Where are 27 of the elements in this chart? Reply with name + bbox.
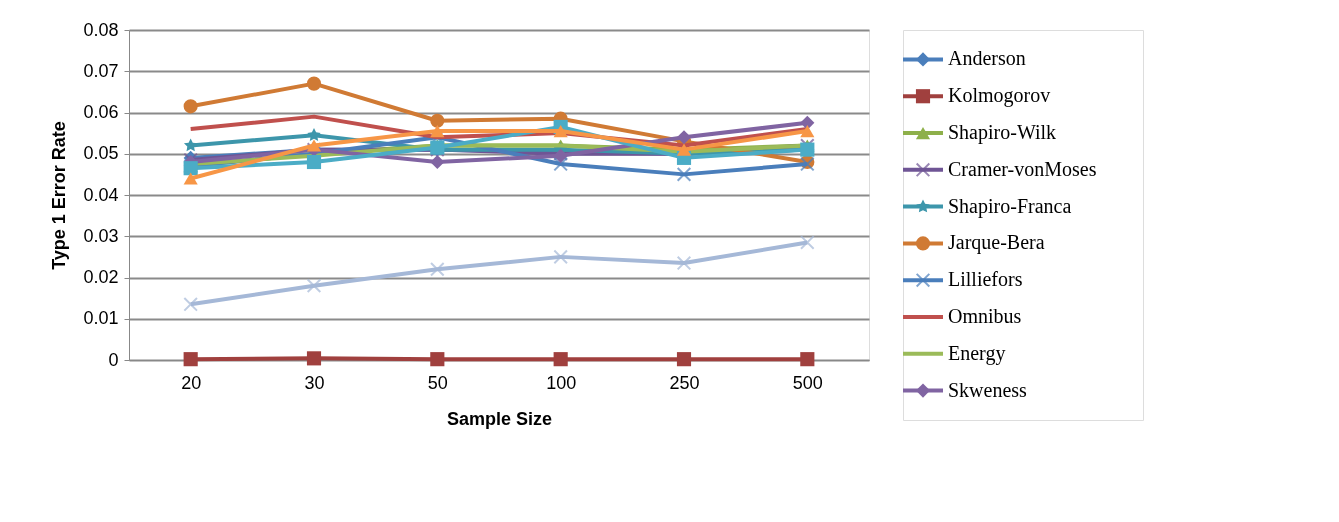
y-tick-label: 0.03 bbox=[83, 225, 119, 246]
x-tick-label: 50 bbox=[427, 372, 448, 393]
legend-label: Shapiro-Franca bbox=[948, 194, 1072, 218]
legend-label: Skweness bbox=[948, 378, 1028, 401]
legend-label: Cramer-vonMoses bbox=[948, 157, 1097, 180]
legend-label: Jarque-Bera bbox=[948, 231, 1045, 255]
y-tick-label: 0.04 bbox=[83, 184, 119, 205]
legend-label: Kolmogorov bbox=[948, 84, 1051, 108]
y-axis-title: Type 1 Error Rate bbox=[49, 121, 70, 270]
y-tick-label: 0.02 bbox=[83, 267, 119, 287]
x-tick-label: 250 bbox=[669, 372, 700, 393]
x-tick-label: 20 bbox=[181, 372, 202, 393]
legend-label: Omnibus bbox=[948, 304, 1022, 327]
y-tick-label: 0.08 bbox=[83, 19, 119, 40]
legend-label: Lilliefors bbox=[948, 268, 1023, 291]
legend-label: Energy bbox=[948, 341, 1006, 365]
y-tick-label: 0.07 bbox=[83, 60, 119, 81]
x-axis-title: Sample Size bbox=[446, 408, 553, 429]
y-tick-label: 0.01 bbox=[83, 308, 119, 329]
x-tick-label: 100 bbox=[546, 372, 577, 393]
y-tick-label: 0.06 bbox=[83, 102, 119, 122]
y-tick-label: 0.05 bbox=[83, 143, 119, 164]
legend-label: Shapiro-Wilk bbox=[948, 121, 1057, 145]
x-tick-label: 500 bbox=[792, 372, 823, 393]
legend-label: Anderson bbox=[948, 47, 1026, 70]
x-tick-label: 30 bbox=[304, 372, 325, 393]
y-tick-label: 0 bbox=[108, 349, 119, 370]
